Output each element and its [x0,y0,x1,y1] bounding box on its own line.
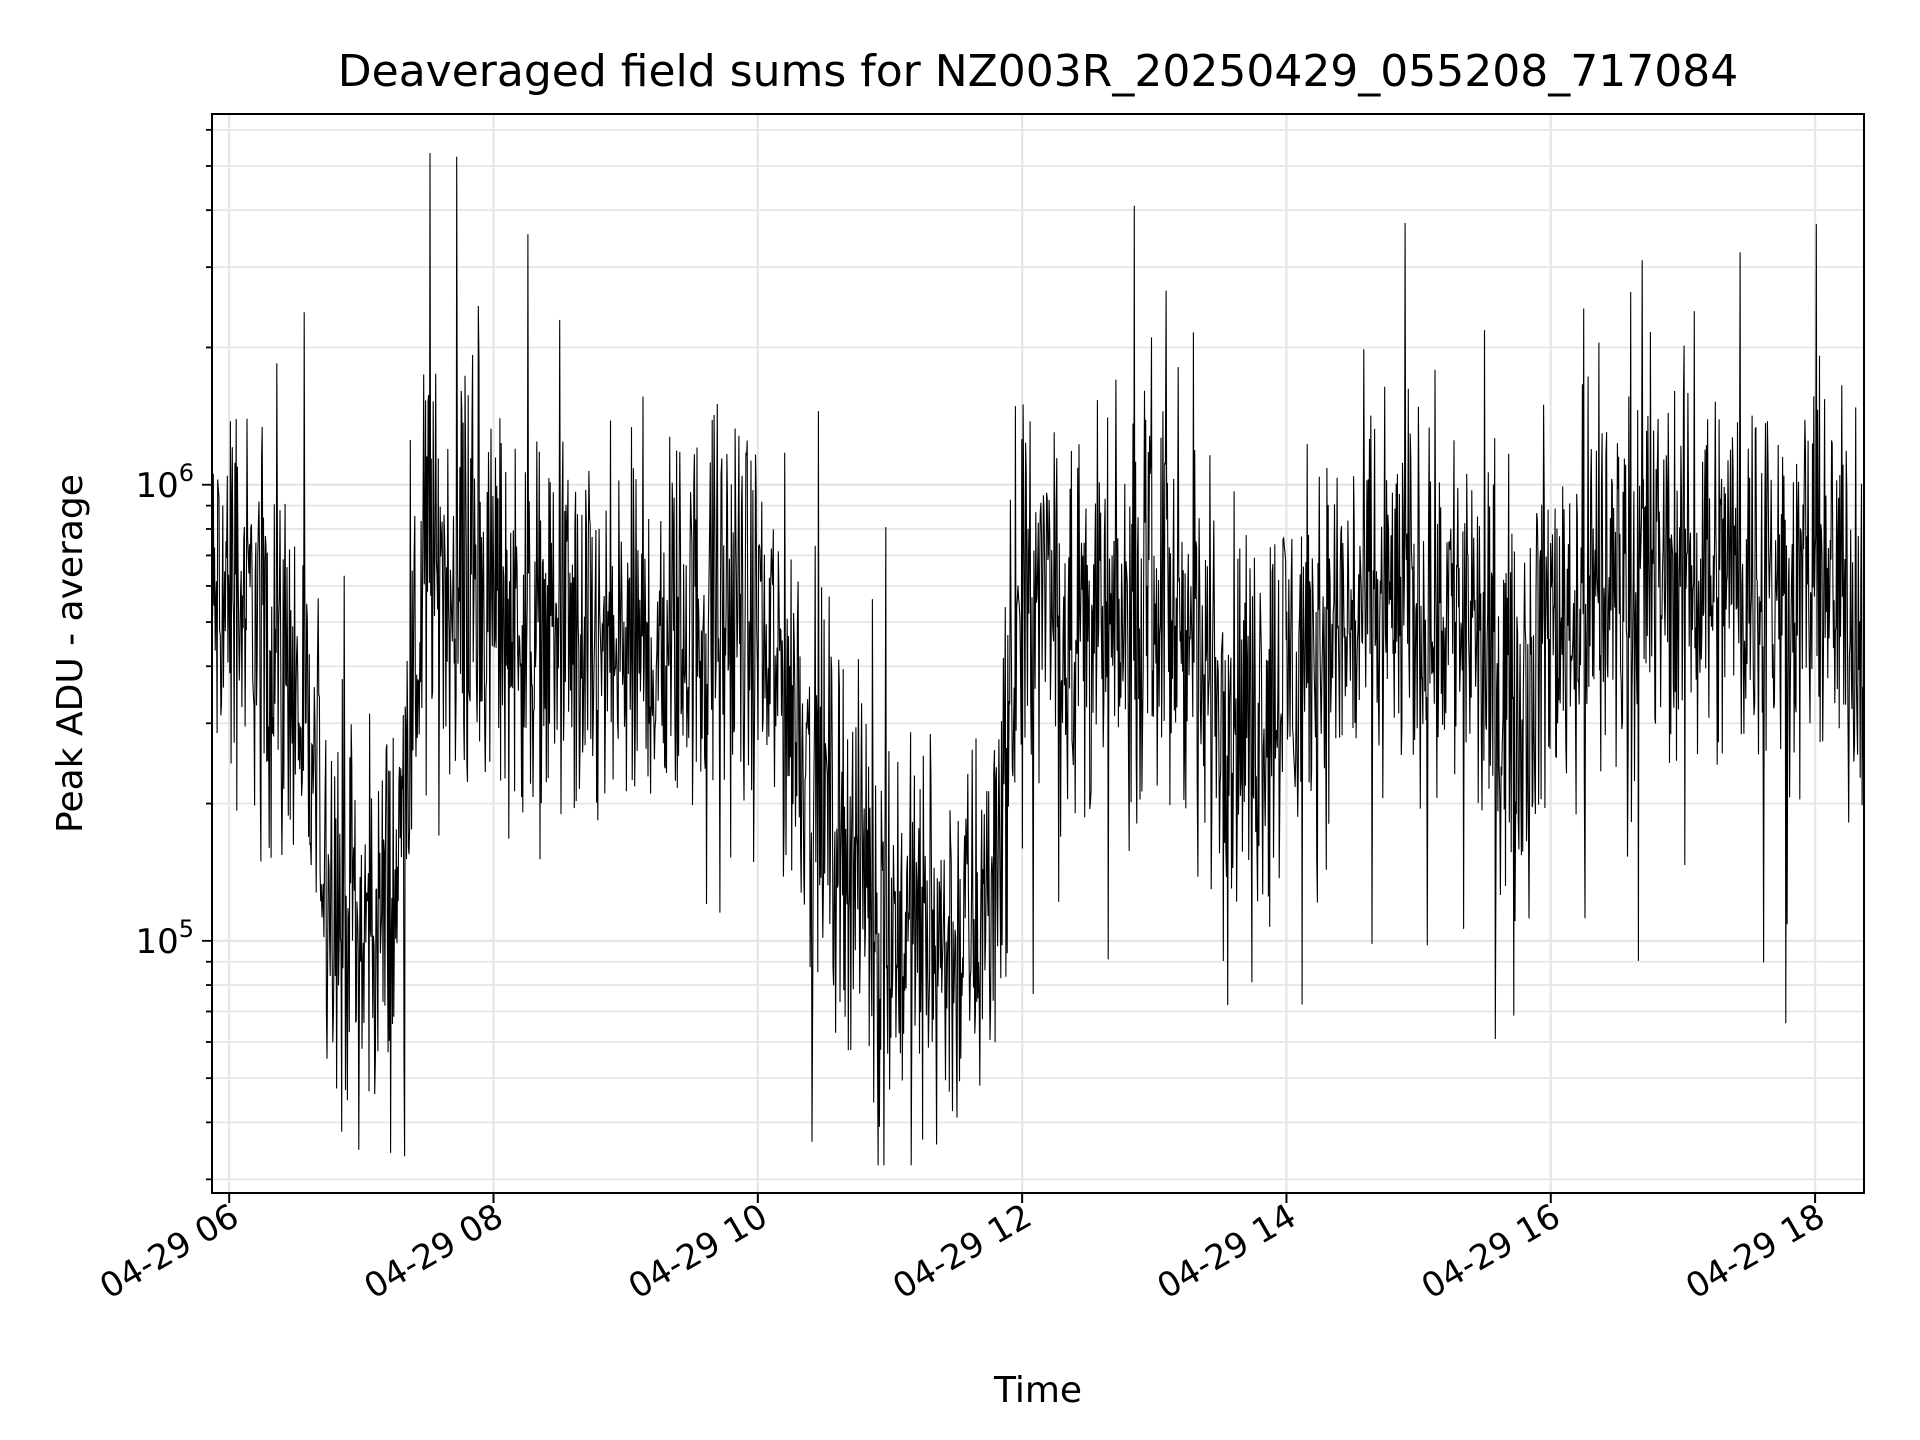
y-tick-exponent: 5 [179,915,194,943]
plot-frame [211,113,1865,1194]
y-tick-label: 105 [135,915,194,962]
y-tick-base: 10 [135,922,178,962]
x-axis-title: Time [993,1370,1082,1411]
series-layer [211,152,1865,1166]
series-line [211,152,1865,1166]
y-tick-exponent: 6 [179,459,194,487]
y-axis-title: Peak ADU - average [50,474,91,833]
y-tick-base: 10 [135,466,178,506]
y-tick-label: 106 [135,459,194,506]
chart-title: Deaveraged field sums for NZ003R_2025042… [338,46,1738,97]
